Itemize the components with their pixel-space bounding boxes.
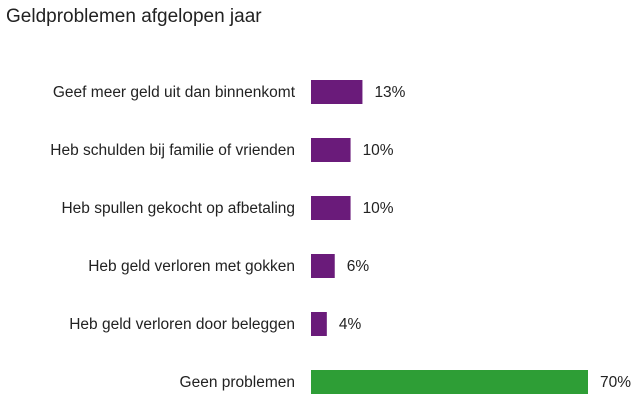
data-label: 4% <box>339 316 362 333</box>
bar <box>311 312 327 336</box>
data-label: 70% <box>600 374 631 391</box>
category-label: Heb schulden bij familie of vrienden <box>50 142 295 159</box>
bar <box>311 138 351 162</box>
category-label: Geef meer geld uit dan binnenkomt <box>53 84 296 101</box>
data-label: 10% <box>363 142 394 159</box>
category-label: Heb geld verloren door beleggen <box>69 316 295 333</box>
chart-title: Geldproblemen afgelopen jaar <box>6 6 262 27</box>
data-label: 13% <box>374 84 405 101</box>
bar <box>311 80 363 104</box>
bar <box>311 370 588 394</box>
category-label: Heb geld verloren met gokken <box>88 258 295 275</box>
data-label: 6% <box>347 258 370 275</box>
category-label: Heb spullen gekocht op afbetaling <box>61 200 295 217</box>
data-label: 10% <box>363 200 394 217</box>
bar <box>311 196 351 220</box>
category-label: Geen problemen <box>180 374 295 391</box>
bar <box>311 254 335 278</box>
